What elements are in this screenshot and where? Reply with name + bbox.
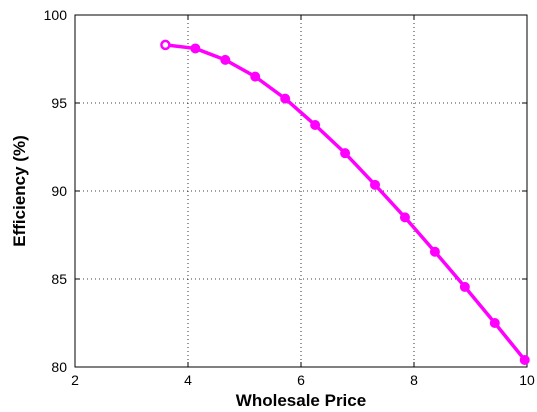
data-point — [160, 39, 171, 51]
y-tick-label: 90 — [51, 183, 67, 199]
series-line — [165, 43, 527, 362]
data-point — [190, 43, 201, 54]
data-point — [429, 246, 440, 257]
y-tick-label: 80 — [51, 359, 67, 375]
data-point — [340, 148, 351, 159]
data-point — [310, 120, 321, 130]
y-axis-label: Efficiency (%) — [10, 135, 29, 246]
x-axis-label: Wholesale Price — [236, 391, 366, 410]
grid-lines — [75, 15, 527, 367]
data-point — [399, 212, 410, 223]
x-tick-label: 8 — [410, 372, 418, 388]
x-tick-label: 4 — [184, 372, 192, 388]
y-tick-label: 85 — [51, 271, 67, 287]
data-point — [250, 71, 261, 82]
data-series — [160, 39, 530, 365]
axis-ticks: 2 4 6 8 10 80 85 90 95 100 — [44, 7, 535, 388]
x-tick-label: 6 — [297, 372, 305, 388]
data-point — [519, 354, 530, 365]
y-tick-label: 95 — [51, 95, 67, 111]
data-point — [280, 93, 291, 104]
data-point — [220, 54, 231, 65]
data-point — [459, 281, 470, 292]
x-tick-label: 10 — [519, 372, 535, 388]
data-point — [489, 318, 500, 328]
data-point — [370, 179, 381, 190]
x-tick-label: 2 — [71, 372, 79, 388]
y-tick-label: 100 — [44, 7, 68, 23]
